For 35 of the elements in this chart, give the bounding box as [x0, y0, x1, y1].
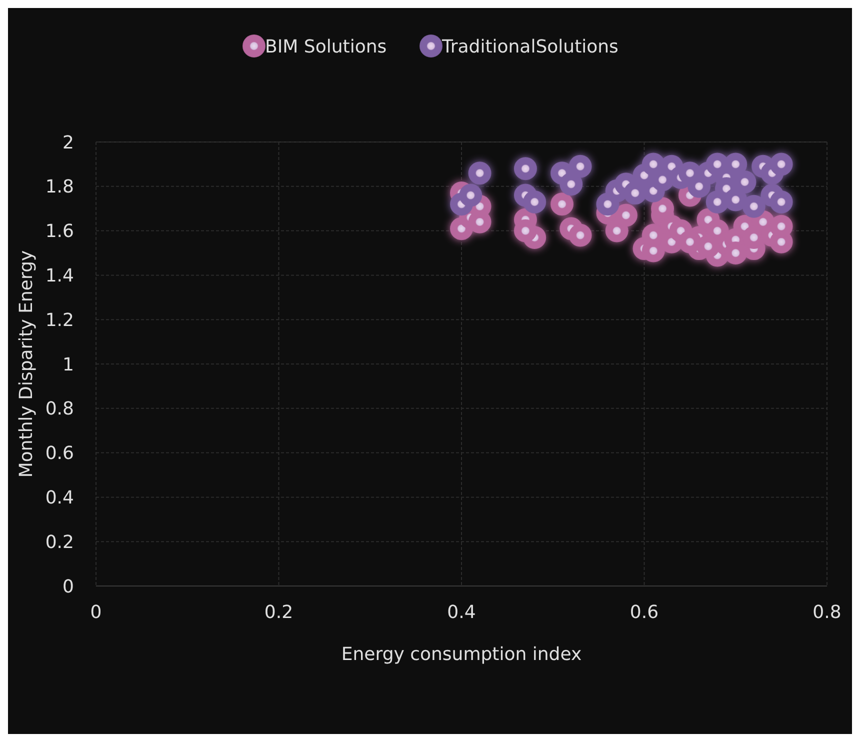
y-axis-title: Monthly Disparity Energy: [16, 250, 37, 478]
x-tick-label: 0.4: [447, 602, 476, 623]
x-axis-title: Energy consumption index: [341, 644, 582, 665]
point: [459, 184, 482, 207]
y-tick-label: 1.6: [45, 221, 74, 242]
point: [514, 157, 537, 180]
y-tick-label: 0.4: [45, 488, 74, 508]
point: [651, 197, 674, 220]
legend-label: TraditionalSolutions: [441, 36, 618, 58]
y-tick-label: 1.2: [45, 310, 74, 331]
point: [742, 194, 766, 218]
point: [550, 192, 574, 216]
point: [724, 242, 748, 264]
x-tick-label: 0.8: [812, 602, 842, 623]
y-tick-label: 0.8: [45, 398, 74, 420]
point: [770, 152, 793, 176]
point: [770, 214, 793, 238]
y-tick-label: 0.6: [45, 443, 74, 464]
y-tick-label: 0.2: [45, 532, 74, 553]
x-tick-label: 0.2: [264, 602, 294, 623]
y-tick-label: 1.4: [45, 266, 74, 286]
legend-label: BIM Solutions: [265, 36, 387, 58]
y-tick-label: 2: [62, 132, 74, 154]
y-tick-label: 1.8: [45, 176, 74, 198]
point: [696, 234, 720, 258]
y-tick-label: 0: [62, 576, 74, 598]
point: [568, 224, 592, 247]
point: [770, 190, 793, 214]
x-tick-label: 0.6: [630, 602, 659, 623]
y-tick-label: 1: [62, 354, 74, 376]
point: [568, 154, 592, 178]
point: [560, 172, 583, 196]
point: [468, 162, 492, 185]
x-tick-label: 0: [90, 602, 102, 623]
point: [523, 190, 546, 214]
